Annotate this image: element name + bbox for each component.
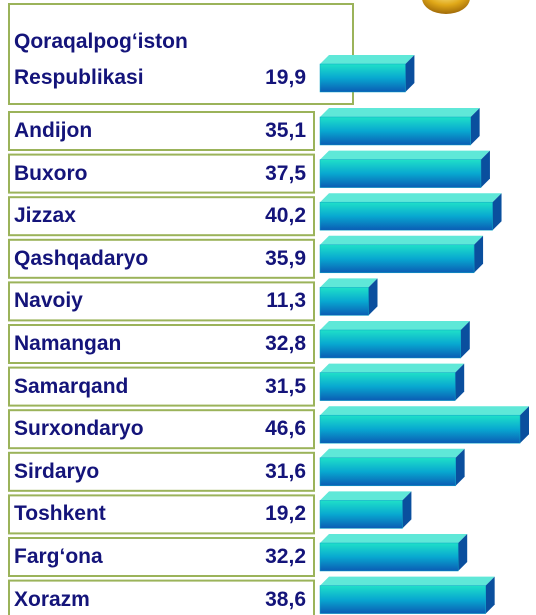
- value-label: 35,1: [265, 119, 306, 142]
- bar-top: [320, 448, 465, 458]
- bar-side: [455, 448, 465, 486]
- table-cell: [8, 366, 315, 407]
- bar-top: [320, 55, 415, 64]
- bar-side: [470, 108, 480, 145]
- bar-side: [405, 55, 415, 92]
- bar-side: [485, 576, 495, 614]
- bar-side: [458, 534, 468, 571]
- category-label: Buxoro: [14, 161, 88, 185]
- value-label: 35,9: [265, 246, 306, 270]
- value-label: 38,6: [265, 587, 306, 611]
- value-label: 37,5: [265, 161, 306, 185]
- bar: [319, 329, 462, 359]
- table-cell: [8, 579, 315, 615]
- table-cell: [8, 238, 315, 279]
- table-cell: [8, 111, 315, 151]
- bar-side: [368, 278, 378, 316]
- table-cell: [8, 324, 315, 364]
- bar: [319, 116, 471, 146]
- table-cell: [8, 281, 315, 322]
- bar-top: [320, 278, 378, 288]
- bar-side: [402, 491, 412, 529]
- bar: [319, 457, 456, 487]
- category-label: Sirdaryo: [14, 459, 100, 483]
- bar-top: [320, 406, 529, 416]
- bar: [319, 500, 403, 529]
- bar-side: [474, 235, 484, 273]
- bar: [319, 372, 456, 401]
- category-label: Jizzax: [14, 204, 76, 228]
- category-label: Samarqand: [14, 374, 129, 398]
- bar: [319, 542, 459, 572]
- table-cell: [8, 196, 315, 237]
- bar-top: [320, 491, 412, 501]
- bar-top: [320, 193, 502, 203]
- table-cell: [8, 537, 315, 577]
- value-label: 46,6: [265, 417, 306, 441]
- category-label: Qoraqalpog‘iston Respublikasi: [14, 30, 188, 89]
- bar-side: [455, 363, 465, 401]
- bar-top: [320, 363, 465, 373]
- bar-top: [320, 534, 468, 543]
- bar-top: [320, 150, 490, 160]
- category-label: Navoiy: [14, 289, 83, 313]
- bar-top: [320, 235, 484, 245]
- table-cell: [8, 3, 354, 105]
- bar: [319, 244, 475, 274]
- table-cell: [8, 451, 315, 492]
- bar-top: [320, 321, 470, 330]
- coin-icon: [422, 0, 470, 14]
- category-label: Farg‘ona: [14, 545, 103, 568]
- value-label: 31,5: [265, 374, 306, 398]
- category-label: Xorazm: [14, 587, 90, 611]
- value-label: 19,2: [265, 502, 306, 526]
- bar: [319, 201, 493, 231]
- bar: [319, 63, 406, 93]
- bar-top: [320, 576, 495, 586]
- value-label: 40,2: [265, 204, 306, 228]
- category-label: Surxondaryo: [14, 417, 144, 441]
- value-label: 19,9: [265, 66, 306, 89]
- category-label: Qashqadaryo: [14, 246, 149, 270]
- bar-side: [492, 193, 502, 231]
- bar: [319, 414, 521, 444]
- bar: [319, 159, 482, 188]
- bar: [319, 287, 369, 316]
- category-label: Toshkent: [14, 502, 106, 526]
- bar-side: [520, 406, 529, 444]
- bar-top: [320, 108, 480, 117]
- table-cell: [8, 494, 315, 535]
- table-cell: [8, 153, 315, 194]
- table-cell: [8, 409, 315, 450]
- category-label: Andijon: [14, 119, 93, 142]
- value-label: 31,6: [265, 459, 306, 483]
- value-label: 32,8: [265, 332, 306, 355]
- value-label: 32,2: [265, 545, 306, 568]
- bar-side: [460, 321, 470, 358]
- bar-side: [480, 150, 490, 188]
- bar: [319, 585, 486, 614]
- value-label: 11,3: [266, 289, 306, 313]
- category-label: Namangan: [14, 332, 122, 355]
